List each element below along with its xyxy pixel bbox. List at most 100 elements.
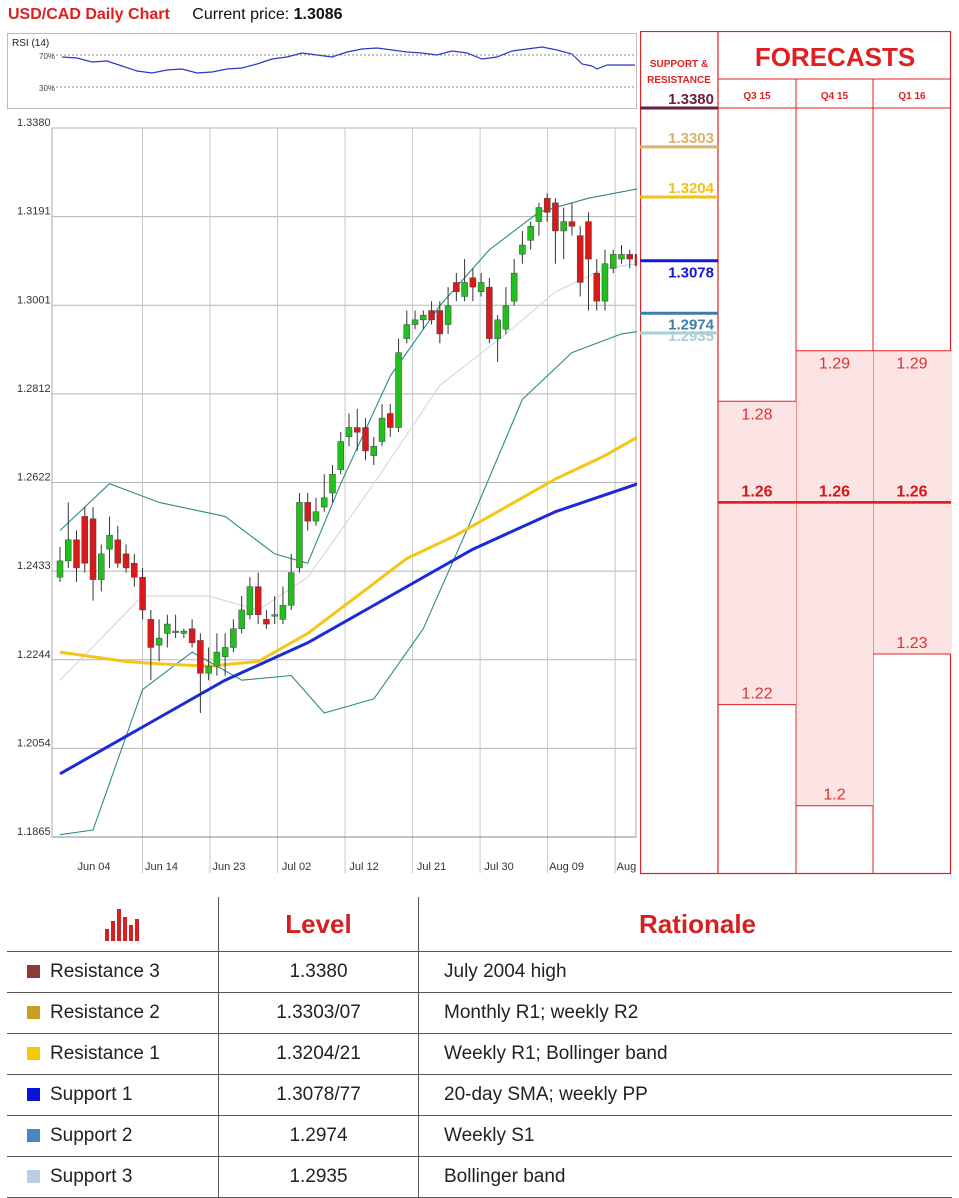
ma200-line: [59, 482, 637, 776]
candle-body: [444, 305, 452, 325]
chart-grid: [51, 127, 637, 873]
candle-body: [131, 562, 138, 578]
candle-body: [461, 282, 468, 297]
candle-body: [552, 202, 559, 232]
candle-body: [230, 628, 237, 648]
x-tick-label: Jun 23: [213, 861, 246, 873]
forecast-title: FORECASTS: [755, 42, 915, 72]
level-name-cell: Support 1: [7, 1074, 219, 1116]
level-name-cell: Resistance 3: [7, 951, 219, 993]
table-row: Support 1 1.3078/77 20-day SMA; weekly PP: [7, 1074, 952, 1116]
candle-body: [486, 286, 493, 339]
candle-body: [453, 282, 460, 293]
sma20-line: [59, 263, 637, 681]
level-name: Support 1: [50, 1084, 133, 1105]
candle-body: [139, 577, 146, 611]
current-price-label: Current price:: [192, 6, 290, 23]
level-value: 1.3078/77: [218, 1074, 419, 1116]
candle-body: [81, 516, 89, 564]
forecast-column-label: Q3 15: [743, 91, 771, 102]
candle-body: [601, 263, 609, 302]
candle-body: [502, 305, 510, 330]
sr-title-line2: RESISTANCE: [647, 75, 711, 86]
forecast-mid-value: 1.26: [896, 483, 927, 500]
chart-title: USD/CAD Daily Chart: [8, 6, 170, 23]
candle-body: [254, 586, 262, 615]
candle-body: [585, 221, 592, 260]
level-value: 1.2974: [218, 1115, 419, 1157]
forecast-mid-value: 1.26: [741, 483, 772, 500]
level-color-swatch: [27, 965, 40, 978]
y-tick-label: 1.3191: [17, 206, 51, 218]
candle-body: [436, 310, 444, 335]
sr-level-label: 1.3078: [668, 265, 714, 282]
forecast-panel: SUPPORT & RESISTANCE FORECASTS Q3 15 1.28…: [640, 31, 952, 875]
candle-body: [634, 254, 637, 266]
level-rationale: July 2004 high: [418, 951, 952, 993]
forecast-high-value: 1.28: [741, 406, 772, 423]
y-axis-labels: 1.3380 1.3191 1.3001 1.2812 1.2622 1.2433 1.22…: [17, 117, 51, 838]
level-color-swatch: [27, 1129, 40, 1142]
rsi-frame: [7, 33, 637, 109]
candle-body: [320, 497, 328, 508]
candle-body: [519, 244, 526, 255]
level-name-cell: Support 3: [7, 1156, 219, 1198]
ma50-line: [59, 435, 637, 668]
forecast-range: [719, 401, 796, 705]
candle-body: [304, 502, 311, 522]
candle-body: [65, 539, 72, 562]
x-axis-labels: Jun 04 Jun 14 Jun 23 Jul 02 Jul 12 Jul 21 Jul …: [77, 861, 637, 873]
level-rationale: Monthly R1; weekly R2: [418, 992, 952, 1034]
x-tick-label: Jul 21: [417, 861, 446, 873]
candle-body: [197, 640, 204, 674]
candle-body: [560, 221, 567, 232]
candle-body: [106, 534, 113, 550]
candle-body: [56, 560, 64, 578]
y-tick-label: 1.2054: [17, 737, 51, 749]
table-row: Support 3 1.2935 Bollinger band: [7, 1156, 952, 1198]
forecast-low-value: 1.23: [896, 635, 927, 652]
sr-title-line1: SUPPORT &: [650, 59, 708, 70]
candle-body: [271, 614, 278, 617]
candle-body: [469, 277, 477, 288]
candle-body: [279, 605, 287, 620]
sr-level-label: 1.3204: [668, 180, 715, 197]
forecast-mid-value: 1.26: [819, 483, 850, 500]
candle-body: [155, 637, 163, 646]
candle-body: [510, 272, 518, 302]
sr-level-label: 1.2974: [668, 316, 715, 333]
candle-body: [378, 417, 386, 442]
candle-body: [246, 586, 254, 615]
candle-body: [593, 272, 600, 302]
x-tick-label: Jul 12: [349, 861, 378, 873]
table-row: Resistance 1 1.3204/21 Weekly R1; Bollinge…: [7, 1033, 952, 1075]
sr-level-label: 1.3303: [668, 130, 714, 147]
level-color-swatch: [27, 1047, 40, 1060]
y-tick-label: 1.3001: [17, 294, 51, 306]
table-row: Support 2 1.2974 Weekly S1: [7, 1115, 952, 1157]
candle-body: [172, 630, 179, 633]
rsi-70-label: 70%: [39, 52, 55, 61]
candle-body: [535, 207, 543, 222]
candle-body: [263, 619, 270, 625]
candle-body: [147, 619, 155, 648]
y-tick-label: 1.2244: [17, 649, 51, 661]
candle-body: [73, 539, 80, 569]
sr-level-label: 1.2935: [668, 328, 714, 345]
forecast-low-value: 1.2: [823, 787, 845, 804]
y-tick-label: 1.2433: [17, 560, 51, 572]
y-tick-label: 1.2812: [17, 383, 51, 395]
rsi-line: [61, 46, 635, 74]
candle-body: [329, 474, 336, 494]
sr-level-label: 1.3380: [668, 91, 714, 108]
rsi-30-label: 30%: [39, 84, 55, 93]
rsi-panel: RSI (14) 70% 30%: [7, 33, 637, 109]
table-row: Resistance 3 1.3380 July 2004 high: [7, 951, 952, 993]
candle-body: [98, 553, 105, 580]
candle-body: [527, 226, 534, 241]
level-name-cell: Resistance 2: [7, 992, 219, 1034]
level-rationale: Weekly R1; Bollinger band: [418, 1033, 952, 1075]
candle-body: [568, 221, 576, 227]
level-color-swatch: [27, 1088, 40, 1101]
